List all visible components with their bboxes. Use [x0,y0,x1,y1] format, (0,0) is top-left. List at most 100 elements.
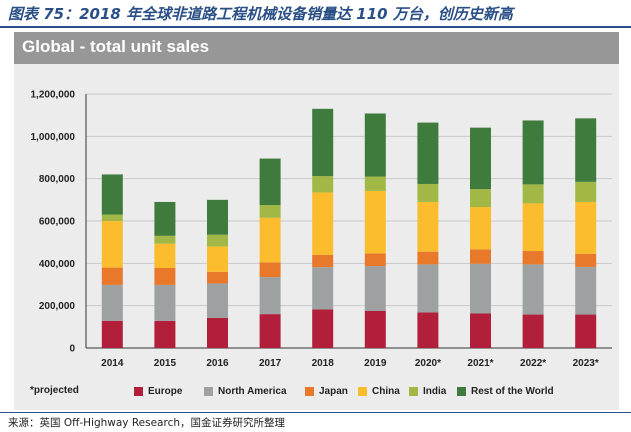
legend-swatch [204,386,213,396]
bar-segment [207,283,228,318]
bar-segment [154,243,176,268]
legend-label: North America [218,385,287,397]
bar-segment [522,184,544,204]
y-tick-label: 1,200,000 [31,90,76,101]
bar-segment [575,266,597,315]
y-tick-label: 800,000 [39,174,76,185]
bar-segment [575,181,597,202]
bar-segment [417,183,439,202]
bar-segment [417,251,439,265]
bar-segment [470,249,491,264]
bar-segment [522,264,544,315]
legend-swatch [358,386,367,396]
legend-label: Europe [148,385,183,397]
bar-segment [312,267,334,310]
bar-segment [259,205,281,218]
x-tick-label: 2015 [154,358,177,369]
legend-item: North America [204,384,287,398]
panel-title: Global - total unit sales [22,37,210,56]
bar-segment [417,312,439,348]
bar-segment [522,203,544,252]
bar-segment [470,263,491,314]
legend-label: China [372,385,400,397]
source-note: 来源：英国 Off-Highway Research，国金证券研究所整理 [8,417,285,429]
bar-segment [364,176,386,191]
y-tick-label: 200,000 [39,301,76,312]
y-tick-label: 400,000 [39,259,76,270]
x-tick-label: 2014 [101,358,124,369]
bar-segment [154,201,176,236]
bar-segment [364,253,386,267]
legend-label: Japan [319,385,348,397]
x-tick-label: 2016 [206,358,229,369]
bar-segment [575,201,597,254]
bar-segment [207,317,228,348]
bar-segment [101,267,123,285]
bar-segment [364,310,386,348]
bar-segment [522,314,544,348]
bar-segment [207,246,228,272]
bar-segment [417,201,439,252]
x-tick-label: 2022* [520,358,546,369]
bar-segment [312,108,334,177]
x-tick-label: 2019 [364,358,387,369]
legend-swatch [409,386,418,396]
bar-segment [154,267,176,285]
y-tick-label: 600,000 [39,217,76,228]
bar-segment [259,262,281,278]
legend: *projected Europe North America Japan China… [28,384,618,400]
bar-segment [312,192,334,255]
x-tick-label: 2020* [415,358,441,369]
bar-segment [259,314,281,348]
legend-swatch [134,386,143,396]
bar-segment [312,176,334,193]
legend-item: India [409,384,446,398]
bar-segment [470,313,491,348]
bar-segment [101,214,123,221]
chart-panel: Global - total unit sales 0 200,000 400,00… [14,32,619,410]
y-tick-label: 1,000,000 [31,132,76,143]
legend-swatch [457,386,466,396]
legend-item: China [358,384,400,398]
x-tick-label: 2017 [259,358,282,369]
bar-segment [417,122,439,184]
bar-segment [207,199,228,235]
bar-segment [364,266,386,311]
bar-segment [522,251,544,265]
title-divider [0,26,631,28]
bar-segment [312,254,334,268]
projected-note: *projected [30,385,79,396]
bar-segment [207,271,228,284]
legend-label: Rest of the World [471,385,554,397]
legend-item: Europe [134,384,182,398]
bar-segment [417,264,439,313]
bar-segment [575,314,597,348]
bar-segment [312,309,334,348]
legend-label: India [423,385,447,397]
bar-segment [207,234,228,247]
bar-segment [259,217,281,263]
figure-title: 图表 75：2018 年全球非道路工程机械设备销量达 110 万台，创历史新高 [8,5,513,23]
panel-header: Global - total unit sales [14,32,619,64]
bar-segment [101,284,123,321]
bar-segment [364,190,386,254]
bar-segment [154,235,176,244]
stacked-bar-chart: 0 200,000 400,000 600,000 800,000 1,000,000 1,… [31,90,612,369]
bar-segment [154,320,176,348]
bar-segment [154,284,176,321]
bar-segment [101,174,123,215]
x-tick-label: 2018 [312,358,335,369]
source-divider [0,412,631,413]
bar-segment [575,118,597,182]
legend-item: Rest of the World [457,384,554,398]
bar-segment [101,320,123,348]
bar-segment [575,253,597,267]
bar-segment [470,207,491,250]
bar-segment [364,113,386,177]
bar-segment [470,127,491,190]
x-tick-label: 2021* [467,358,493,369]
bar-segment [470,189,491,208]
y-tick-label: 0 [69,344,75,355]
bar-segment [259,158,281,206]
legend-swatch [305,386,314,396]
